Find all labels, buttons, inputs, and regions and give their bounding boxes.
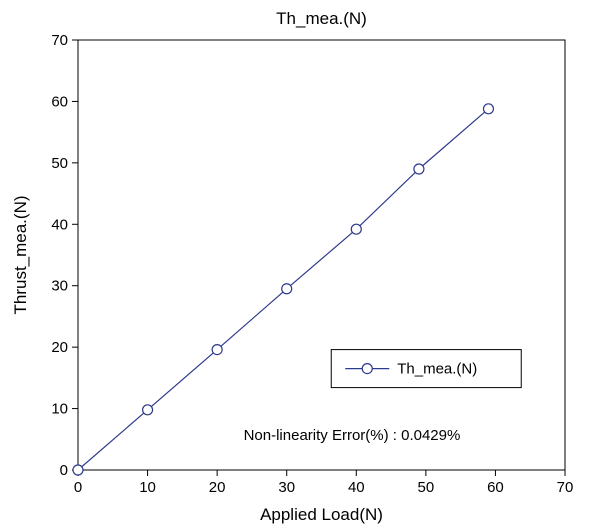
x-axis-label: Applied Load(N) xyxy=(260,505,383,524)
x-tick-label: 40 xyxy=(348,479,365,496)
chart-background xyxy=(0,0,605,532)
series-marker xyxy=(483,104,493,114)
legend-label: Th_mea.(N) xyxy=(397,361,477,378)
legend-marker xyxy=(362,364,372,374)
chart-svg: Th_mea.(N) 0 10 20 30 40 50 60 70 0 10 20 30 40 50 60 70… xyxy=(0,0,605,532)
series-marker xyxy=(212,345,222,355)
x-tick-label: 10 xyxy=(139,479,156,496)
y-axis-label: Thrust_mea.(N) xyxy=(11,195,30,314)
series-marker xyxy=(282,284,292,294)
series-marker xyxy=(73,465,83,475)
x-tick-label: 50 xyxy=(418,479,435,496)
chart-title: Th_mea.(N) xyxy=(276,9,367,28)
y-tick-label: 30 xyxy=(51,278,68,295)
y-tick-label: 10 xyxy=(51,401,68,418)
series-marker xyxy=(414,164,424,174)
y-tick-label: 60 xyxy=(51,93,68,110)
y-tick-label: 50 xyxy=(51,155,68,172)
y-tick-label: 0 xyxy=(60,462,68,479)
x-tick-label: 60 xyxy=(487,479,504,496)
x-tick-label: 30 xyxy=(278,479,295,496)
series-marker xyxy=(143,405,153,415)
y-tick-label: 40 xyxy=(51,216,68,233)
annotation-text: Non-linearity Error(%) : 0.0429% xyxy=(244,427,461,444)
series-marker xyxy=(351,224,361,234)
x-tick-label: 70 xyxy=(557,479,574,496)
y-tick-label: 20 xyxy=(51,339,68,356)
y-tick-label: 70 xyxy=(51,32,68,49)
x-tick-label: 0 xyxy=(74,479,82,496)
chart-container: Th_mea.(N) 0 10 20 30 40 50 60 70 0 10 20 30 40 50 60 70… xyxy=(0,0,605,532)
x-tick-label: 20 xyxy=(209,479,226,496)
